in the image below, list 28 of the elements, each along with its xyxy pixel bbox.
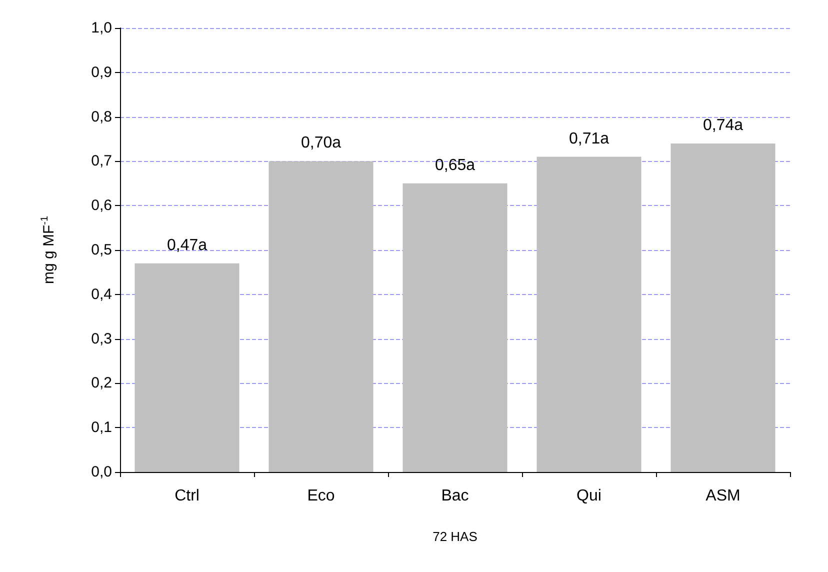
bar <box>134 263 240 472</box>
y-axis-title: mg g MF-1 <box>40 216 58 284</box>
data-label: 0,47a <box>166 236 208 254</box>
x-tick-label: Eco <box>307 488 335 504</box>
x-tick-label: Ctrl <box>174 488 200 504</box>
bar <box>536 156 642 472</box>
data-label: 0,74a <box>702 116 744 134</box>
bar <box>402 183 508 472</box>
y-tick-label: 0,0 <box>91 464 112 480</box>
data-label: 0,71a <box>568 130 610 148</box>
x-tick-label: Bac <box>441 488 469 504</box>
y-tick-label: 0,7 <box>91 152 112 170</box>
x-tick-label: Qui <box>576 488 602 504</box>
y-tick-label: 0,6 <box>91 197 112 214</box>
x-axis-title: 72 HAS <box>432 529 478 544</box>
y-tick-label: 0,1 <box>91 419 112 436</box>
y-tick-label: 0,2 <box>91 374 112 392</box>
data-label: 0,65a <box>434 156 476 174</box>
bar <box>670 143 776 472</box>
y-tick-label: 0,4 <box>91 286 112 303</box>
y-tick-label: 0,3 <box>91 330 112 348</box>
x-tick-label: ASM <box>706 488 740 504</box>
y-tick-label: 0,9 <box>91 64 112 81</box>
y-tick-label: 0,8 <box>91 108 112 126</box>
y-tick-label: 1,0 <box>91 20 112 36</box>
bar <box>268 161 374 472</box>
y-tick-label: 0,5 <box>91 242 112 258</box>
data-label: 0,70a <box>300 134 342 152</box>
